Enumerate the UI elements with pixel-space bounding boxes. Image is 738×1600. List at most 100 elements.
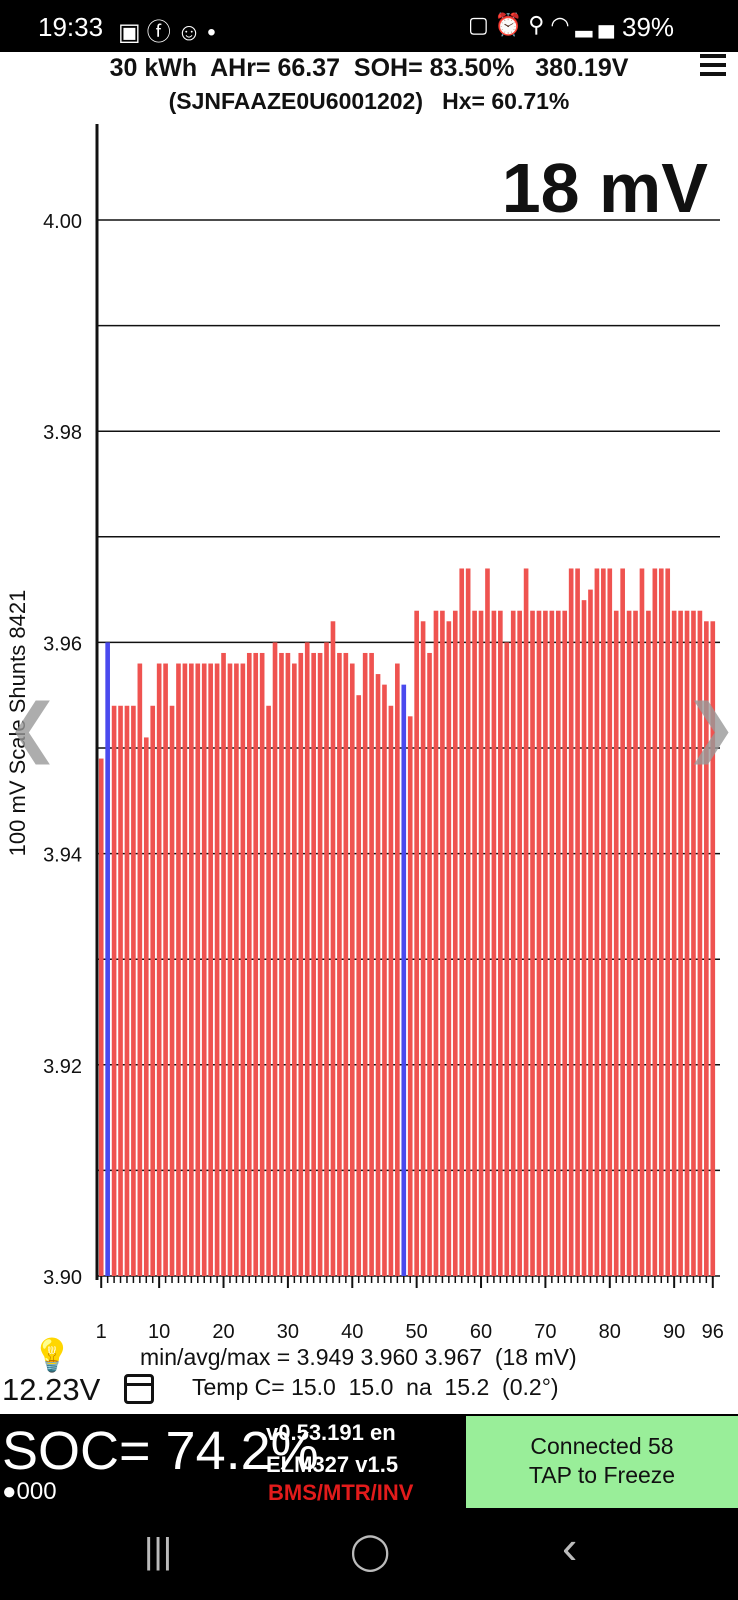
battery-summary: 30 kWh AHr= 66.37 SOH= 83.50% 380.19V [109, 54, 629, 82]
connection-dots: ●000 [2, 1478, 57, 1505]
cell-bar [182, 663, 188, 1276]
cell-bar [478, 610, 484, 1276]
cell-bar [710, 621, 716, 1276]
cell-bar [704, 621, 709, 1276]
cell-bar [163, 663, 168, 1276]
cell-bar [221, 652, 226, 1276]
cell-bar [427, 652, 432, 1276]
cell-bar [382, 684, 387, 1276]
cell-bar [195, 663, 201, 1276]
cell-bar [330, 621, 336, 1276]
temperature-readout: Temp C= 15.0 15.0 na 15.2 (0.2°) [192, 1374, 559, 1400]
back-button[interactable]: ‹ [562, 1521, 578, 1573]
cell-bar [98, 758, 104, 1276]
y-tick-label: 3.90 [43, 1267, 82, 1289]
x-tick-label: 96 [702, 1321, 724, 1340]
cell-bar [285, 652, 291, 1276]
x-tick-label: 90 [663, 1321, 685, 1340]
cell-bar [304, 642, 310, 1276]
cell-bar [169, 705, 175, 1276]
cell-bar [395, 663, 400, 1276]
cell-bar [536, 610, 542, 1276]
home-button[interactable]: ◯ [350, 1530, 391, 1571]
cell-bar [588, 589, 593, 1276]
cell-bar [543, 610, 548, 1276]
cell-bar [234, 663, 239, 1276]
cell-bar [671, 610, 677, 1276]
next-screen-icon[interactable]: ❯ [684, 691, 738, 763]
cell-bar [189, 663, 194, 1276]
cell-bar [549, 610, 555, 1276]
cell-bar [407, 716, 413, 1276]
app-version: v0.53.191 en [266, 1420, 396, 1445]
cell-bar [240, 663, 246, 1276]
notification-icons: ▣ⓕ☺• [118, 12, 222, 47]
cell-voltage-chart[interactable]: 3.90 3.92 3.94 3.96 3.98 4.00 1 10 20 30 40 50 60 70 8… [0, 120, 738, 1340]
cell-bar [498, 610, 503, 1276]
soc-readout: SOC= 74.2% [2, 1421, 319, 1481]
cell-bar [452, 610, 458, 1276]
cell-bar [607, 568, 613, 1276]
cell-bar [259, 652, 265, 1276]
calendar-icon[interactable] [124, 1374, 154, 1404]
cell-bar [581, 600, 587, 1276]
cell-bar [691, 610, 696, 1276]
cell-bar [639, 568, 645, 1276]
x-tick-label: 10 [148, 1321, 170, 1340]
voltage-spread-label: 18 mV [501, 149, 708, 227]
cell-bar [555, 610, 561, 1276]
facebook-icon: ⓕ [146, 19, 177, 46]
lightbulb-icon[interactable]: 💡 [32, 1337, 72, 1373]
freeze-button[interactable]: Connected 58 TAP to Freeze [466, 1416, 738, 1508]
y-tick-label: 3.94 [43, 845, 82, 867]
cell-bar [517, 610, 522, 1276]
cell-bar [176, 663, 181, 1276]
cell-bar [388, 705, 394, 1276]
cell-bar [131, 705, 136, 1276]
status-time: 19:33 [38, 12, 104, 42]
cell-bar [472, 610, 477, 1276]
x-tick-label: 70 [534, 1321, 556, 1340]
status-bar: 19:33 ▣ⓕ☺• ▢⏰⚲◠▂▄ 39% [0, 0, 738, 52]
system-icons: ▢⏰⚲◠▂▄ [468, 12, 620, 38]
cell-bar [420, 621, 426, 1276]
cell-bar [143, 737, 149, 1276]
cell-bar [594, 568, 600, 1276]
cell-bar [459, 568, 465, 1276]
cell-bar [272, 642, 278, 1276]
y-tick-label: 3.98 [43, 422, 82, 444]
cell-bar [523, 568, 529, 1276]
cell-bar [246, 652, 252, 1276]
cell-bar [620, 568, 625, 1276]
cell-bar [317, 652, 323, 1276]
x-tick-label: 50 [406, 1321, 428, 1340]
cell-bar [111, 705, 117, 1276]
menu-icon[interactable] [700, 54, 726, 78]
cell-bar [658, 568, 664, 1276]
cell-bar [440, 610, 445, 1276]
snapchat-icon: ☺ [176, 19, 208, 46]
cell-bar [292, 663, 297, 1276]
cell-bar [433, 610, 439, 1276]
cell-bar [446, 621, 452, 1276]
cell-bar [491, 610, 497, 1276]
freeze-hint: TAP to Freeze [528, 1462, 676, 1488]
location-icon: ⚲ [528, 12, 551, 37]
cell-bar [311, 652, 316, 1276]
cell-bar [485, 568, 490, 1276]
cell-bar [201, 663, 207, 1276]
cell-bar [575, 568, 580, 1276]
cell-bar [678, 610, 683, 1276]
x-tick-label: 60 [470, 1321, 492, 1340]
cell-bar [633, 610, 638, 1276]
cell-bar [266, 705, 271, 1276]
cell-bar [601, 568, 606, 1276]
shunted-cell-bar [401, 684, 407, 1276]
x-tick-label: 80 [599, 1321, 621, 1340]
alarm-icon: ⏰ [494, 12, 529, 37]
cell-bar [369, 652, 374, 1276]
cell-bar [208, 663, 213, 1276]
recent-apps-button[interactable]: ||| [144, 1530, 173, 1571]
previous-screen-icon[interactable]: ❮ [6, 691, 60, 763]
battery-level: 39% [622, 12, 675, 42]
